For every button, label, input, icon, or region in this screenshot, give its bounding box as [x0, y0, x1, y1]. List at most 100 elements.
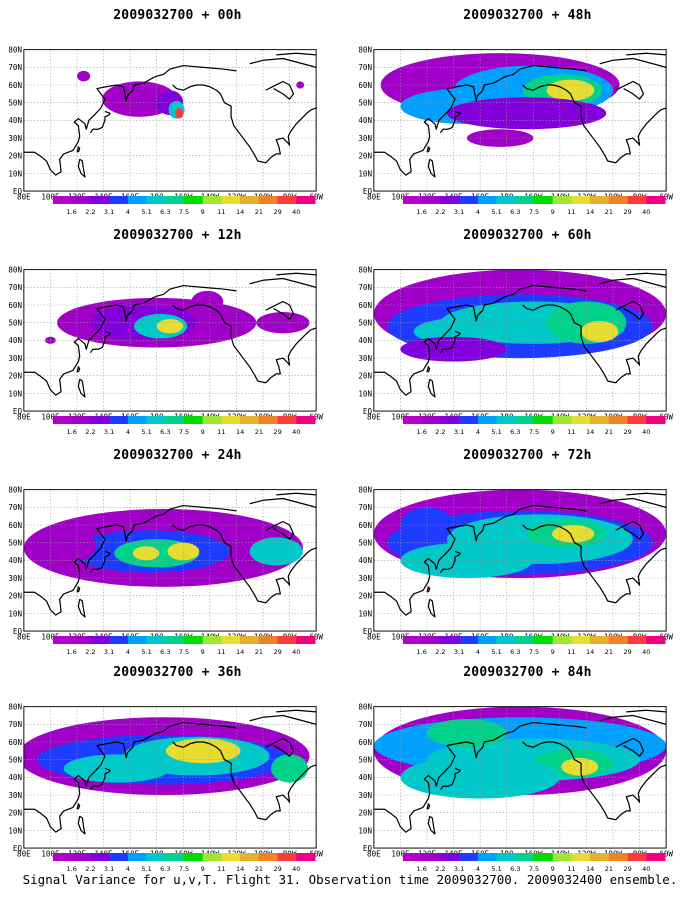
colorbar-label: 14 — [236, 428, 244, 436]
colorbar-swatch — [496, 196, 516, 204]
colorbar-swatch — [646, 416, 666, 424]
colorbar-label: 11 — [217, 648, 225, 656]
colorbar-label: 2.2 — [85, 865, 95, 873]
lat-tick-label: 70N — [358, 283, 372, 292]
lon-tick-label: 100E — [41, 850, 60, 859]
variance-map: 80N70N60N50N40N30N20N10NEQ80E100E120E140… — [8, 265, 323, 421]
map-panel: 2009032700 + 72h 80N 70N 60N 50N 40N 30N 20N 10N… — [355, 448, 700, 668]
colorbar-label: 11 — [217, 428, 225, 436]
colorbar-swatch — [608, 196, 629, 204]
lat-tick-label: 80N — [8, 265, 22, 274]
coastline — [626, 709, 667, 713]
colorbar-swatch — [146, 636, 166, 644]
variance-contour — [446, 97, 607, 130]
colorbar-swatch — [71, 853, 91, 861]
coastline — [76, 803, 81, 810]
colorbar-label: 14 — [236, 208, 244, 216]
lat-tick-label: 80N — [8, 702, 22, 711]
lon-tick-label: 80E — [17, 633, 31, 642]
colorbar: 1.6 2.2 3.1 4 5.1 6.3 7.5 9 11 14 21 29 40 — [403, 196, 666, 216]
colorbar-label: 11 — [567, 865, 575, 873]
coastline — [615, 520, 645, 540]
lat-tick-label: 70N — [8, 63, 22, 72]
lat-tick-label: EQ — [13, 407, 23, 416]
lat-tick-label: 40N — [8, 336, 22, 345]
lon-tick-label: 100E — [391, 413, 410, 422]
coastline — [172, 741, 317, 821]
colorbar-label: 14 — [236, 865, 244, 873]
colorbar-swatch — [296, 853, 316, 861]
colorbar-swatch — [515, 196, 535, 204]
colorbar-label: 5.1 — [491, 865, 501, 873]
coastline — [615, 80, 645, 100]
coastline — [249, 497, 317, 508]
colorbar-label: 1.6 — [417, 208, 427, 216]
colorbar-swatch — [421, 636, 441, 644]
colorbar-label: 29 — [273, 865, 281, 873]
colorbar-swatch — [258, 853, 279, 861]
lon-tick-label: 80E — [367, 850, 381, 859]
colorbar-label: 7.5 — [529, 648, 539, 656]
colorbar-swatch — [571, 416, 591, 424]
coastline — [265, 520, 295, 540]
colorbar-swatch — [627, 636, 647, 644]
lat-tick-label: 50N — [8, 319, 22, 328]
colorbar-label: 3.1 — [104, 208, 114, 216]
variance-map: 80N70N60N50N40N30N20N10NEQ80E100E120E140… — [358, 265, 673, 422]
colorbar-label: 1.6 — [417, 648, 427, 656]
colorbar-label: 7.5 — [179, 208, 189, 216]
colorbar-swatch — [221, 196, 241, 204]
colorbar-swatch — [127, 196, 148, 204]
colorbar-swatch — [146, 853, 166, 861]
colorbar-swatch — [109, 416, 129, 424]
coastline — [249, 714, 317, 725]
colorbar-swatch — [277, 853, 297, 861]
colorbar-swatch — [90, 636, 110, 644]
colorbar-label: 2.2 — [85, 428, 95, 436]
colorbar-label: 29 — [623, 865, 631, 873]
colorbar-swatch — [515, 636, 535, 644]
colorbar-label: 14 — [236, 648, 244, 656]
lat-tick-label: 20N — [8, 372, 22, 381]
colorbar-label: 5.1 — [141, 428, 151, 436]
colorbar-swatch — [53, 416, 73, 424]
lat-tick-label: 30N — [358, 354, 372, 363]
colorbar-swatch — [534, 636, 554, 644]
colorbar-swatch — [53, 636, 73, 644]
colorbar-swatch — [202, 416, 222, 424]
lat-tick-label: 10N — [358, 609, 372, 618]
coastline — [373, 284, 587, 396]
colorbar-swatch — [421, 196, 441, 204]
coastline — [249, 277, 317, 288]
colorbar-label: 2.2 — [85, 208, 95, 216]
colorbar: 1.6 2.2 3.1 4 5.1 6.3 7.5 9 11 14 21 29 40 — [53, 196, 316, 216]
lon-tick-label: 60W — [309, 633, 323, 642]
colorbar-label: 21 — [255, 428, 263, 436]
colorbar-label: 1.6 — [67, 648, 77, 656]
lon-tick-label: 80E — [367, 633, 381, 642]
coastline — [276, 272, 317, 276]
colorbar-label: 29 — [273, 648, 281, 656]
colorbar-label: 7.5 — [179, 865, 189, 873]
colorbar: 1.6 2.2 3.1 4 5.1 6.3 7.5 9 11 14 21 29 40 — [403, 416, 666, 436]
colorbar-swatch — [571, 853, 591, 861]
colorbar-label: 6.3 — [160, 208, 170, 216]
lat-tick-label: 60N — [8, 738, 22, 747]
lon-tick-label: 80E — [17, 850, 31, 859]
coastline — [89, 767, 111, 791]
colorbar-label: 29 — [623, 648, 631, 656]
lat-tick-label: 50N — [358, 99, 372, 108]
variance-contour — [561, 757, 599, 776]
colorbar-label: 5.1 — [491, 428, 501, 436]
lon-tick-label: 60W — [309, 850, 323, 859]
coastline — [599, 277, 667, 288]
colorbar-swatch — [403, 416, 423, 424]
lat-tick-label: 70N — [8, 503, 22, 512]
colorbar-label: 4 — [126, 648, 130, 656]
lat-tick-label: 10N — [358, 826, 372, 835]
lat-tick-label: 60N — [8, 521, 22, 530]
colorbar-swatch — [515, 416, 535, 424]
colorbar-label: 2.2 — [85, 648, 95, 656]
lat-tick-label: 30N — [8, 574, 22, 583]
colorbar-swatch — [90, 196, 110, 204]
